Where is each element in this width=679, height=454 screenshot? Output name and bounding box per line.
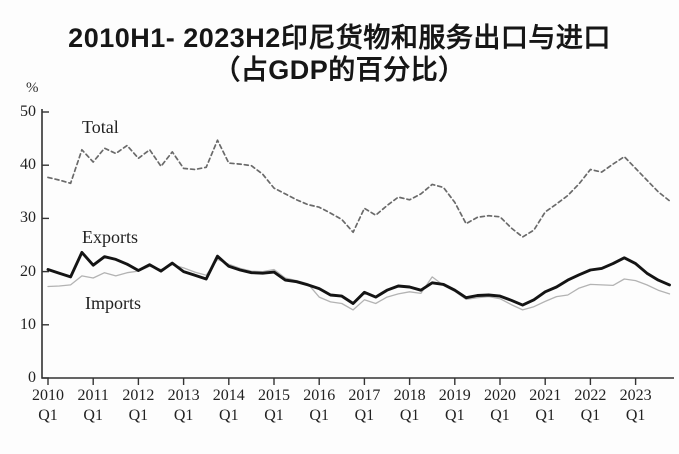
x-tick-quarter: Q1 <box>309 407 329 424</box>
imports-line <box>47 258 671 311</box>
x-tick-quarter: Q1 <box>83 407 103 424</box>
x-tick-label-2020: 2020 Q1 <box>477 386 523 426</box>
x-tick-year: 2011 <box>77 387 109 404</box>
x-tick-quarter: Q1 <box>219 407 239 424</box>
x-tick-label-2012: 2012 Q1 <box>115 386 161 426</box>
x-tick-label-2022: 2022 Q1 <box>567 386 613 426</box>
series-label-imports: Imports <box>85 293 141 313</box>
y-tick-label-0: 0 <box>28 369 36 386</box>
x-tick-year: 2013 <box>167 387 200 404</box>
y-tick-label-40: 40 <box>20 156 36 174</box>
x-tick-quarter: Q1 <box>580 407 601 424</box>
x-tick-label-2014: 2014 Q1 <box>206 386 252 426</box>
x-tick-quarter: Q1 <box>264 407 284 424</box>
x-tick-quarter: Q1 <box>173 407 194 424</box>
x-tick-quarter: Q1 <box>625 407 646 424</box>
x-tick-quarter: Q1 <box>354 407 375 424</box>
series-label-exports: Exports <box>82 227 138 247</box>
x-tick-year: 2018 <box>393 387 426 404</box>
y-tick-label-50: 50 <box>20 103 36 120</box>
x-tick-label-2015: 2015 Q1 <box>251 386 297 426</box>
x-tick-label-2011: 2011 Q1 <box>70 386 116 426</box>
x-tick-label-2019: 2019 Q1 <box>432 386 478 426</box>
x-tick-year: 2020 <box>484 387 516 404</box>
x-tick-quarter: Q1 <box>490 407 510 424</box>
chart-title-line1: 2010H1- 2023H2印尼货物和服务出口与进口 <box>68 23 611 53</box>
x-tick-year: 2023 <box>619 387 652 404</box>
x-tick-quarter: Q1 <box>38 407 58 424</box>
y-axis-unit-label: % <box>26 80 39 96</box>
chart-title: 2010H1- 2023H2印尼货物和服务出口与进口 （占GDP的百分比） <box>0 22 679 86</box>
x-tick-label-2017: 2017 Q1 <box>341 386 387 426</box>
y-tick-label-10: 10 <box>20 315 36 333</box>
y-tick-label-30: 30 <box>20 209 36 227</box>
x-tick-label-2010: 2010 Q1 <box>25 386 71 426</box>
x-tick-year: 2019 <box>438 387 471 404</box>
x-tick-year: 2022 <box>574 387 607 404</box>
exports-line <box>46 250 671 307</box>
x-tick-year: 2017 <box>348 387 381 404</box>
x-tick-label-2013: 2013 Q1 <box>161 386 207 426</box>
x-tick-quarter: Q1 <box>399 407 420 424</box>
x-tick-label-2016: 2016 Q1 <box>296 386 342 426</box>
x-tick-year: 2012 <box>122 387 155 404</box>
x-tick-label-2018: 2018 Q1 <box>387 386 433 426</box>
x-tick-year: 2021 <box>529 387 562 404</box>
x-tick-label-2021: 2021 Q1 <box>522 386 568 426</box>
x-tick-year: 2010 <box>32 387 64 404</box>
x-tick-year: 2015 <box>258 387 290 404</box>
x-tick-quarter: Q1 <box>445 407 465 424</box>
x-tick-year: 2014 <box>212 387 245 404</box>
x-tick-quarter: Q1 <box>535 407 555 424</box>
x-tick-label-2023: 2023 Q1 <box>613 386 659 426</box>
chart-title-line2: （占GDP的百分比） <box>213 55 466 85</box>
series-label-total: Total <box>82 117 119 137</box>
x-tick-quarter: Q1 <box>128 407 149 424</box>
total-line <box>47 139 671 238</box>
x-tick-year: 2016 <box>303 387 336 404</box>
y-tick-label-20: 20 <box>20 262 36 280</box>
